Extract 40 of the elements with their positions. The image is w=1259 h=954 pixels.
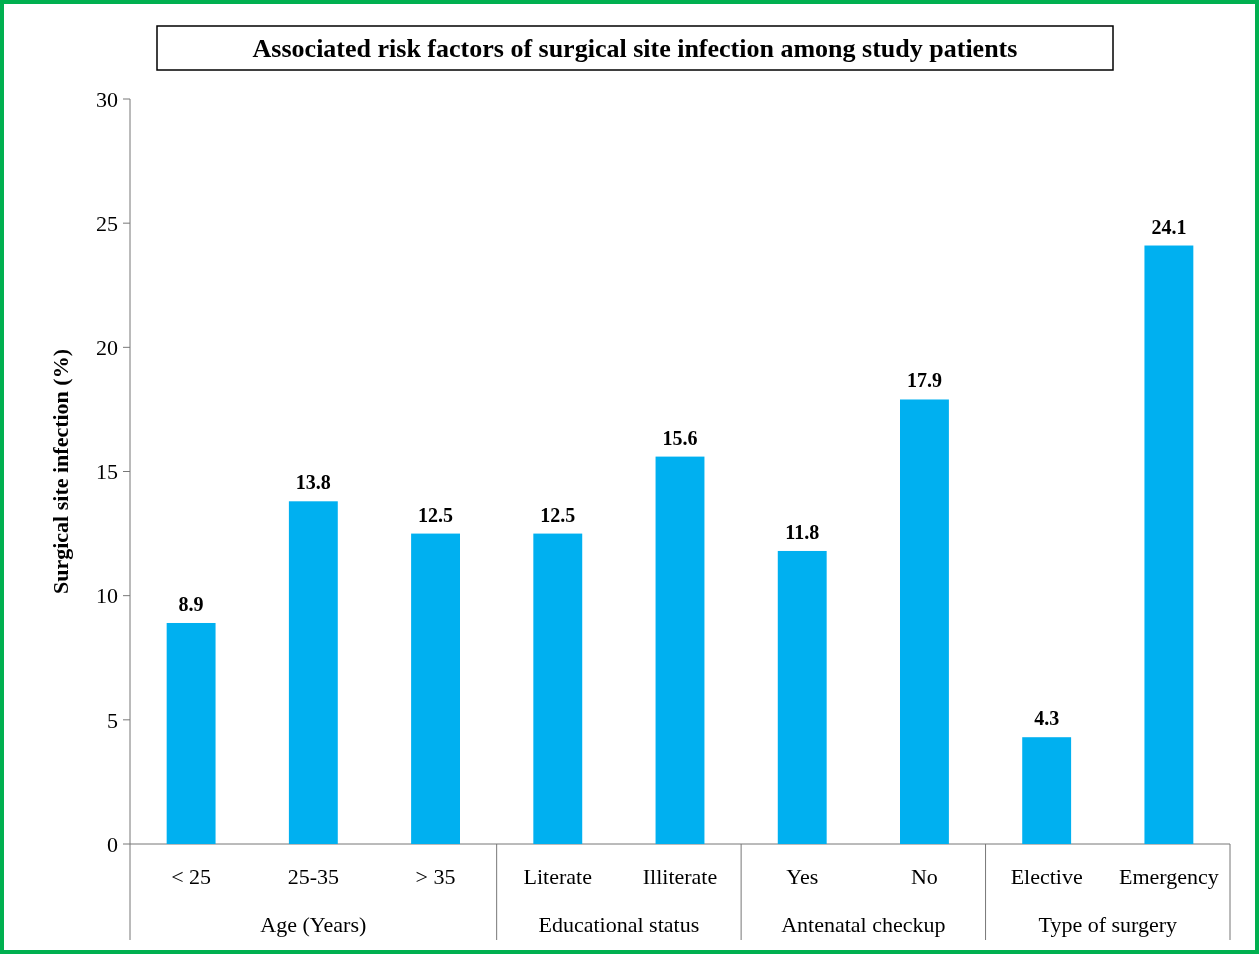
data-label: 13.8 (295, 471, 331, 494)
x-tick-label: Elective (1010, 864, 1083, 889)
y-tick-label: 0 (107, 831, 118, 857)
data-label: 4.3 (1034, 707, 1060, 730)
bar (411, 533, 460, 844)
bar (288, 501, 338, 844)
data-label: 11.8 (785, 520, 820, 543)
data-label: 8.9 (178, 592, 204, 615)
x-tick-label: Illiterate (642, 864, 718, 889)
x-tick-label: > 35 (415, 864, 456, 889)
data-label: 15.6 (662, 426, 698, 449)
data-label: 12.5 (540, 503, 576, 526)
y-tick-label: 5 (107, 707, 118, 733)
chart-title: Associated risk factors of surgical site infection among study patients (252, 34, 1018, 63)
bar (777, 550, 827, 844)
bar (533, 533, 583, 844)
data-label: 12.5 (418, 503, 454, 526)
bar (1144, 245, 1194, 844)
y-tick-label: 10 (96, 583, 118, 609)
bar (166, 622, 216, 844)
x-tick-label: Emergency (1119, 864, 1219, 889)
y-axis-title: Surgical site infection (%) (48, 348, 73, 595)
data-label: 17.9 (906, 369, 942, 392)
text: Antenatal checkup (781, 912, 946, 937)
x-tick-label: 25-35 (287, 864, 339, 889)
y-tick-label: 30 (96, 86, 118, 112)
text: Age (Years) (260, 912, 367, 937)
x-tick-label: No (911, 864, 938, 889)
x-tick-label: Literate (523, 864, 592, 889)
y-tick-label: 20 (96, 335, 118, 361)
bar (655, 456, 705, 844)
x-tick-label: < 25 (171, 864, 212, 889)
bar (1022, 737, 1072, 844)
text: Educational status (538, 912, 700, 937)
y-tick-label: 15 (96, 459, 118, 485)
y-tick-label: 25 (96, 210, 118, 236)
x-tick-label: Yes (786, 864, 819, 889)
text: Type of surgery (1038, 912, 1178, 937)
bar (900, 399, 949, 844)
data-label: 24.1 (1151, 215, 1187, 238)
